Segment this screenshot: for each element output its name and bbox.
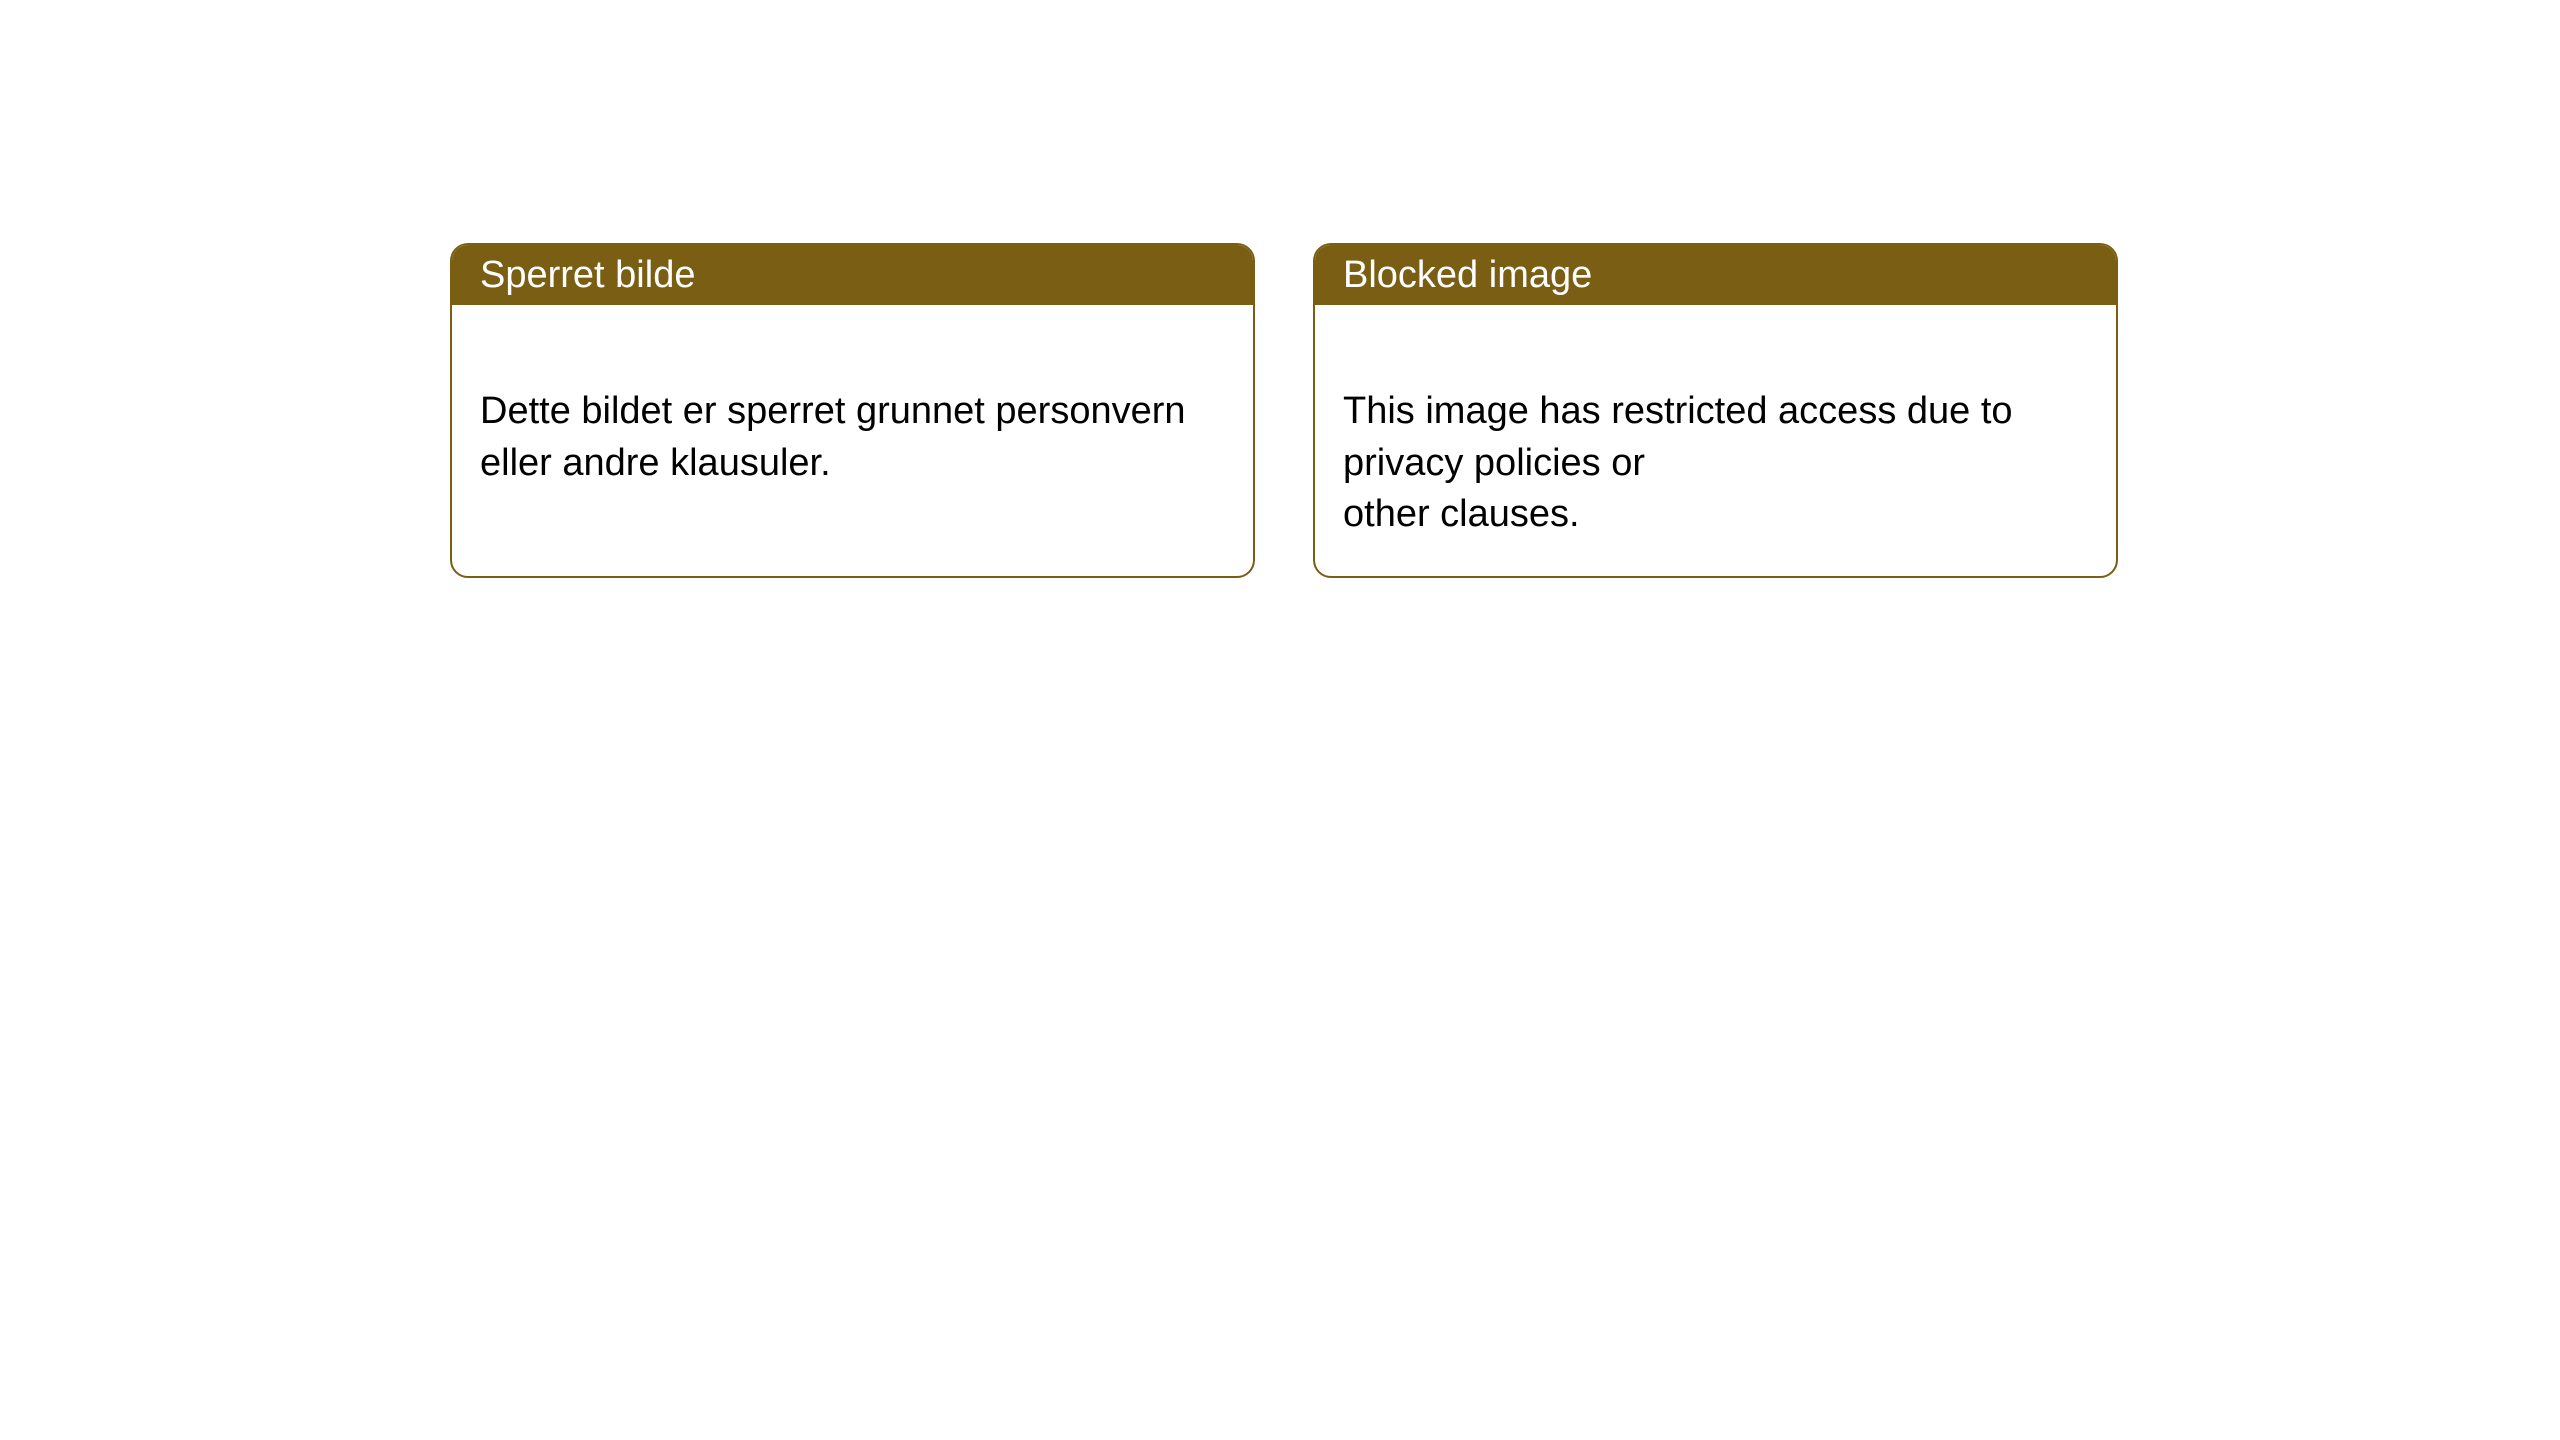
notice-card-english: Blocked image This image has restricted … xyxy=(1313,243,2118,578)
card-header: Blocked image xyxy=(1315,245,2116,305)
card-header-text: Sperret bilde xyxy=(480,254,695,297)
card-body: This image has restricted access due to … xyxy=(1315,305,2116,570)
card-body-text: This image has restricted access due to … xyxy=(1343,390,2013,535)
card-header: Sperret bilde xyxy=(452,245,1253,305)
notice-card-norwegian: Sperret bilde Dette bildet er sperret gr… xyxy=(450,243,1255,578)
notice-container: Sperret bilde Dette bildet er sperret gr… xyxy=(450,243,2118,578)
card-header-text: Blocked image xyxy=(1343,254,1592,297)
card-body-text: Dette bildet er sperret grunnet personve… xyxy=(480,390,1186,483)
card-body: Dette bildet er sperret grunnet personve… xyxy=(452,305,1253,519)
